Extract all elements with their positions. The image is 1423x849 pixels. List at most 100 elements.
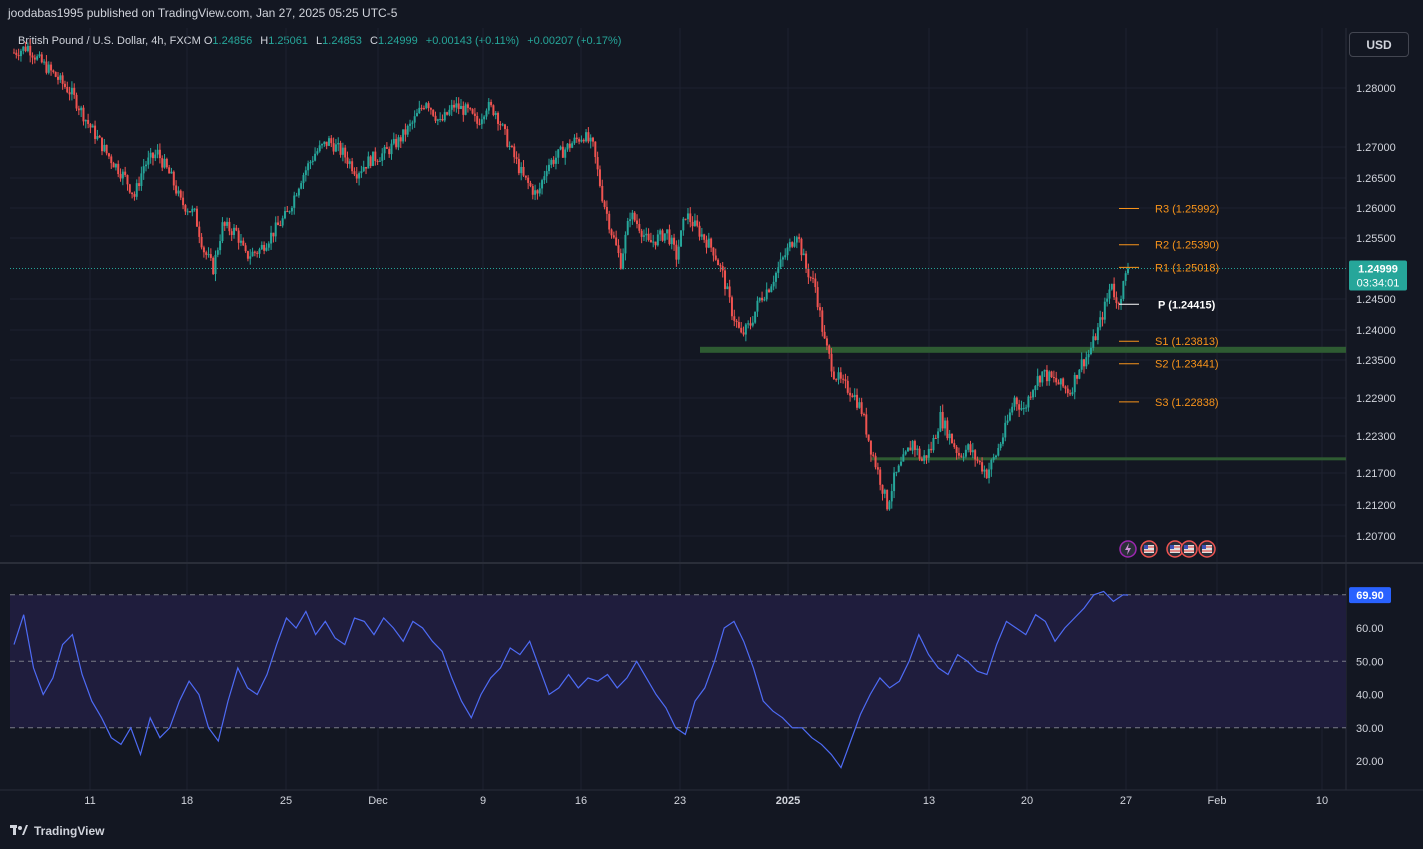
pivot-levels: R3 (1.25992) R2 (1.25390) R1 (1.25018) P (1… xyxy=(1119,203,1219,409)
candle-body xyxy=(510,145,513,147)
change-value: +0.00143 (+0.11%) xyxy=(425,35,520,47)
currency-button[interactable]: USD xyxy=(1349,32,1409,57)
price-tick-label: 1.22900 xyxy=(1356,393,1396,405)
candle-body xyxy=(874,455,877,468)
support-line xyxy=(871,457,1346,461)
time-tick-label: 25 xyxy=(280,795,292,807)
candle-body xyxy=(1078,369,1081,379)
candle-body xyxy=(717,259,720,266)
candle-body xyxy=(457,103,460,110)
candle-body xyxy=(158,149,161,159)
candle-body xyxy=(38,54,41,57)
pivot-label: R1 (1.25018) xyxy=(1155,262,1219,274)
rsi-last-bg xyxy=(1349,587,1391,604)
resistance-zone xyxy=(700,346,1346,353)
candle-body xyxy=(823,331,826,339)
candle-body xyxy=(494,112,497,116)
candle-body xyxy=(1034,385,1037,391)
candle-body xyxy=(707,238,710,248)
flag-icon xyxy=(1202,545,1212,553)
candle-body xyxy=(94,125,97,139)
candle-body xyxy=(990,459,993,470)
candle-body xyxy=(1110,283,1113,290)
candle-body xyxy=(781,257,784,260)
candle-body xyxy=(415,113,418,117)
candle-body xyxy=(666,229,669,234)
rsi-tick-label: 60.00 xyxy=(1356,623,1384,635)
flag-canton xyxy=(1144,545,1148,549)
candle-body xyxy=(749,323,752,326)
candle-body xyxy=(348,161,351,164)
candle-body xyxy=(52,70,55,73)
candle-body xyxy=(531,186,534,195)
candle-body xyxy=(251,251,254,257)
candle-body xyxy=(253,251,256,253)
symbol-name[interactable]: British Pound / U.S. Dollar, 4h, FXCM xyxy=(18,35,201,47)
candle-body xyxy=(274,222,277,237)
time-tick-label: Dec xyxy=(368,795,388,807)
time-tick-label: 16 xyxy=(575,795,587,807)
candle-body xyxy=(223,222,226,226)
candle-body xyxy=(939,411,942,432)
candle-body xyxy=(309,161,312,164)
candle-body xyxy=(237,230,240,243)
candle-body xyxy=(202,247,205,253)
candle-body xyxy=(876,467,879,470)
candle-body xyxy=(1087,354,1090,358)
candle-body xyxy=(485,110,488,117)
candle-body xyxy=(374,151,377,162)
tradingview-brand[interactable]: TradingView xyxy=(10,824,104,838)
candle-body xyxy=(462,105,465,115)
candle-body xyxy=(124,171,127,176)
candle-body xyxy=(740,327,743,333)
candle-body xyxy=(661,230,664,241)
candle-body xyxy=(300,183,303,189)
candle-body xyxy=(459,105,462,110)
candle-body xyxy=(304,170,307,176)
candle-body xyxy=(573,137,576,144)
candle-body xyxy=(1036,376,1039,386)
candle-body xyxy=(358,173,361,179)
candle-body xyxy=(406,125,409,135)
candle-body xyxy=(751,322,754,326)
candle-body xyxy=(1038,376,1041,383)
candle-body xyxy=(1101,317,1104,320)
price-tick-label: 1.23500 xyxy=(1356,355,1396,367)
candle-body xyxy=(265,247,268,251)
time-tick-label: 20 xyxy=(1021,795,1033,807)
candle-body xyxy=(499,123,502,126)
candle-body xyxy=(221,222,224,242)
candle-body xyxy=(142,166,145,174)
candle-body xyxy=(846,380,849,393)
candle-body xyxy=(103,144,106,152)
candle-body xyxy=(897,465,900,472)
candle-body xyxy=(369,156,372,166)
candle-body xyxy=(443,112,446,121)
candle-body xyxy=(944,420,947,429)
candle-body xyxy=(490,101,493,106)
candle-body xyxy=(207,254,210,256)
candle-body xyxy=(955,446,958,453)
candle-body xyxy=(610,229,613,236)
candle-body xyxy=(244,245,247,252)
candle-body xyxy=(957,452,960,456)
candle-body xyxy=(724,270,727,290)
candle-body xyxy=(793,242,796,247)
time-tick-label: 13 xyxy=(923,795,935,807)
candle-body xyxy=(1076,375,1079,379)
close-label: C xyxy=(369,35,378,47)
candle-body xyxy=(228,221,231,232)
candle-body xyxy=(362,167,365,172)
candle-body xyxy=(126,175,129,185)
candle-body xyxy=(1004,422,1007,438)
candle-body xyxy=(654,241,657,246)
candle-body xyxy=(777,267,780,273)
candle-body xyxy=(916,448,919,450)
candle-body xyxy=(98,136,101,138)
candle-body xyxy=(971,450,974,453)
candle-body xyxy=(105,144,108,154)
candle-body xyxy=(800,238,803,256)
candle-body xyxy=(608,213,611,230)
candle-body xyxy=(198,226,201,237)
